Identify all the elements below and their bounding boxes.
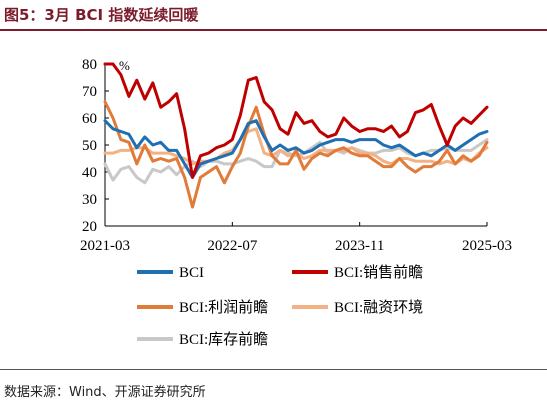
series-line-0 (103, 119, 489, 179)
legend-label: BCI:利润前瞻 (179, 299, 268, 316)
source-divider (0, 369, 547, 370)
x-tick-label: 2025-03 (462, 238, 512, 254)
title-divider (0, 29, 547, 31)
chart-axes: 20 30 40 50 60 70 80 % 2021-03 2022-07 2023-11 2025… (80, 57, 512, 254)
source-note: 数据来源：Wind、开源证券研究所 (4, 385, 206, 400)
legend-label: BCI:库存前瞻 (179, 331, 268, 348)
line-chart: 20 30 40 50 60 70 80 % 2021-03 2022-07 2023-11 2025… (80, 57, 512, 348)
y-tick-label: 30 (82, 192, 97, 208)
x-tick-label: 2022-07 (207, 238, 257, 254)
y-tick-label: 80 (82, 57, 97, 73)
x-tick-label: 2021-03 (80, 238, 130, 254)
y-tick-label: 20 (82, 219, 97, 235)
legend-label: BCI:融资环境 (334, 298, 423, 316)
chart-legend: BCI BCI:销售前瞻 BCI:利润前瞻 BCI:融资环境 BCI:库存前瞻 (137, 264, 423, 348)
series-line-2 (103, 100, 489, 209)
x-tick-label: 2023-11 (335, 238, 384, 254)
y-tick-label: 50 (82, 138, 97, 154)
chart-series-lines (103, 62, 489, 209)
legend-label: BCI:销售前瞻 (334, 264, 423, 281)
legend-label: BCI (179, 265, 204, 281)
series-line-1 (103, 62, 489, 179)
y-tick-label: 70 (82, 84, 97, 100)
figure-title: 图5：3月 BCI 指数延续回暖 (4, 6, 199, 24)
y-tick-label: 60 (82, 111, 97, 127)
y-tick-label: 40 (82, 165, 97, 181)
y-unit-label: % (119, 58, 130, 73)
